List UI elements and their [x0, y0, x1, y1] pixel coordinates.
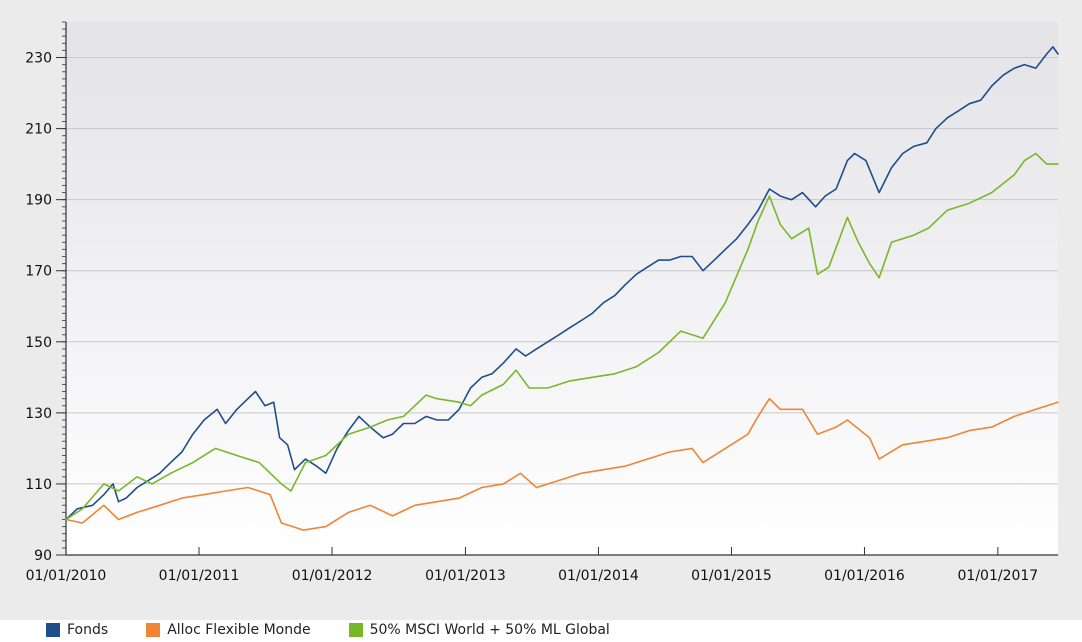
y-tick-label: 90 [34, 548, 52, 564]
y-tick-label: 130 [25, 406, 52, 422]
x-tick-label: 01/01/2010 [26, 568, 107, 584]
y-tick-label: 190 [25, 193, 52, 209]
x-tick-label: 01/01/2014 [558, 568, 639, 584]
legend-swatch [46, 623, 60, 637]
legend-label: 50% MSCI World + 50% ML Global [369, 622, 610, 638]
legend: Fonds Alloc Flexible Monde 50% MSCI World … [46, 620, 648, 640]
legend-item-0: Fonds [46, 622, 108, 638]
legend-label: Alloc Flexible Monde [167, 622, 311, 638]
x-tick-label: 01/01/2016 [824, 568, 905, 584]
series-line-0 [65, 46, 1059, 521]
y-tick-label: 210 [25, 122, 52, 138]
legend-item-2: 50% MSCI World + 50% ML Global [348, 622, 610, 638]
legend-item-1: Alloc Flexible Monde [146, 622, 311, 638]
legend-swatch [146, 623, 161, 637]
plot-area [66, 22, 1058, 555]
y-tick-label: 150 [25, 335, 52, 351]
x-tick-label: 01/01/2015 [691, 568, 772, 584]
axes: 90 110 130 150 170 190 210 230 01/01/2010 01/01/2… [25, 21, 1058, 584]
series-lines [65, 46, 1059, 531]
series-line-2 [65, 152, 1059, 521]
line-chart: 90 110 130 150 170 190 210 230 01/01/2010 01/01/2… [0, 0, 1082, 620]
x-tick-label: 01/01/2011 [159, 568, 240, 584]
x-tick-label: 01/01/2013 [425, 568, 506, 584]
grid-lines [66, 57, 1058, 485]
series-line-1 [65, 397, 1059, 531]
y-tick-label: 110 [25, 477, 52, 493]
legend-swatch [348, 623, 363, 637]
x-tick-label: 01/01/2012 [292, 568, 373, 584]
y-tick-label: 170 [25, 264, 52, 280]
legend-label: Fonds [67, 622, 109, 638]
y-tick-label: 230 [25, 51, 52, 67]
x-tick-label: 01/01/2017 [958, 568, 1039, 584]
